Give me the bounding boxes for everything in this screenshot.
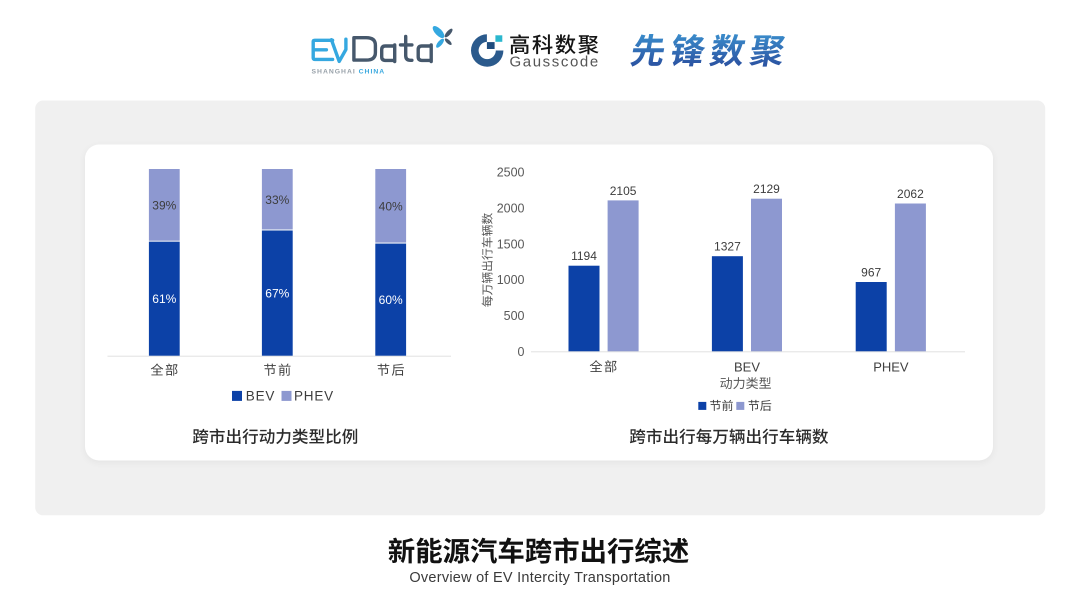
svg-text:60%: 60% bbox=[379, 293, 403, 307]
svg-text:61%: 61% bbox=[152, 292, 176, 306]
svg-text:1000: 1000 bbox=[497, 273, 525, 287]
svg-text:33%: 33% bbox=[265, 193, 289, 207]
svg-text:39%: 39% bbox=[152, 199, 176, 213]
svg-text:500: 500 bbox=[504, 309, 525, 323]
svg-text:1327: 1327 bbox=[714, 240, 741, 254]
svg-text:2500: 2500 bbox=[497, 166, 525, 180]
svg-text:BEV: BEV bbox=[246, 388, 275, 403]
svg-text:2129: 2129 bbox=[753, 182, 780, 196]
svg-text:2105: 2105 bbox=[610, 184, 637, 198]
svg-text:967: 967 bbox=[861, 266, 881, 280]
svg-text:PHEV: PHEV bbox=[294, 388, 334, 403]
svg-text:SHANGHAI CHINA: SHANGHAI CHINA bbox=[312, 69, 386, 76]
svg-text:Gausscode: Gausscode bbox=[510, 54, 600, 71]
svg-text:BEV: BEV bbox=[734, 359, 760, 374]
svg-text:Overview of EV Intercity Trans: Overview of EV Intercity Transportation bbox=[409, 570, 670, 586]
svg-text:1500: 1500 bbox=[497, 237, 525, 251]
svg-text:67%: 67% bbox=[265, 287, 289, 301]
svg-text:2062: 2062 bbox=[897, 187, 924, 201]
svg-text:40%: 40% bbox=[379, 200, 403, 214]
svg-text:1194: 1194 bbox=[571, 249, 597, 263]
svg-text:PHEV: PHEV bbox=[873, 359, 909, 374]
svg-text:2000: 2000 bbox=[497, 201, 525, 215]
svg-text:0: 0 bbox=[518, 345, 525, 359]
